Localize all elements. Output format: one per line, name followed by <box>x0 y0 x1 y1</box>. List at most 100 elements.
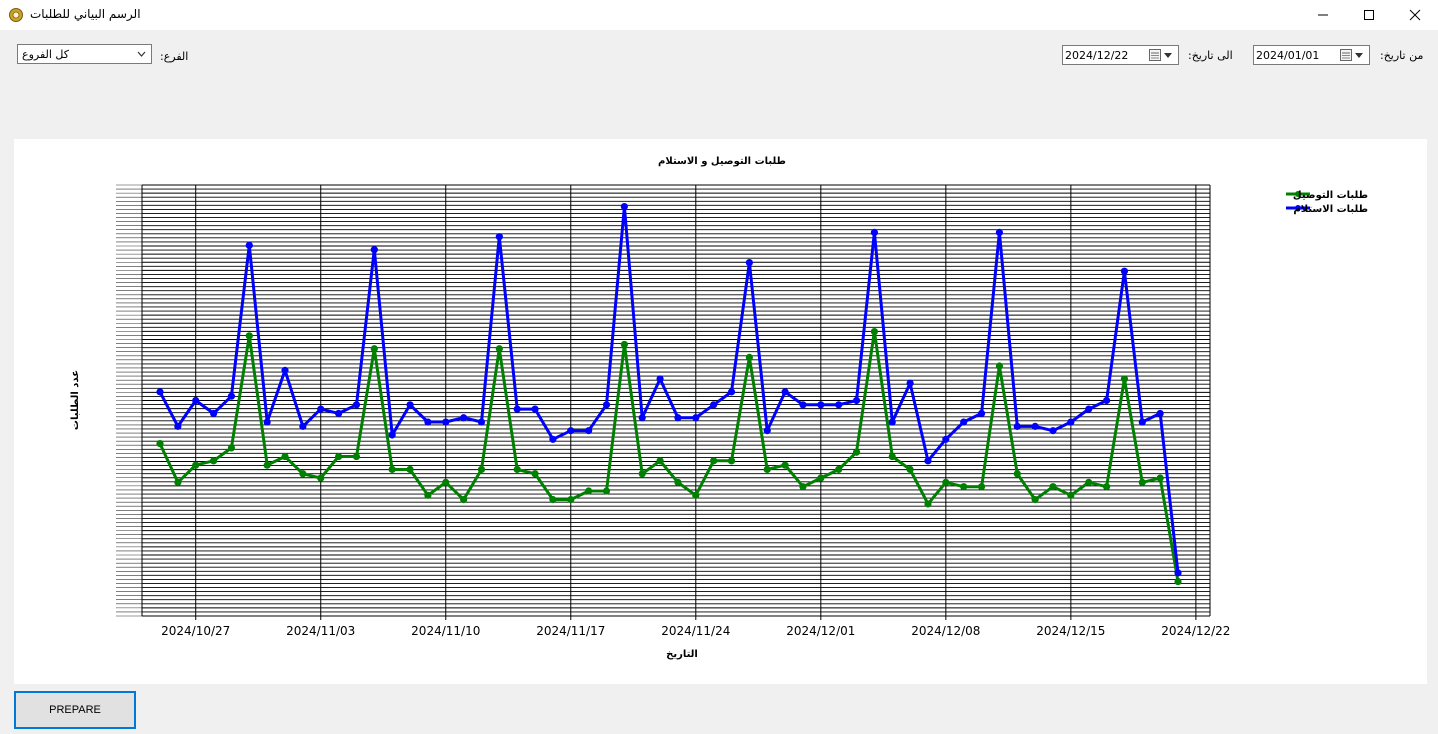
data-point <box>406 401 414 409</box>
data-point <box>870 228 879 237</box>
data-point <box>620 340 628 349</box>
data-point <box>227 392 236 400</box>
data-point <box>567 496 575 504</box>
data-point <box>370 345 378 353</box>
data-point <box>460 496 468 504</box>
data-point <box>424 491 432 499</box>
data-point <box>692 491 700 499</box>
data-point <box>799 483 807 491</box>
chart-title: طلبات التوصيل و الاستلام <box>658 156 786 167</box>
window-title: الرسم البياني للطلبات <box>30 7 141 21</box>
data-point <box>245 241 253 249</box>
data-point <box>960 418 968 426</box>
data-point <box>352 401 361 409</box>
chart-legend: طلبات التوصيل طلبات الاستلام <box>1286 190 1368 215</box>
to-date-value: 2024/12/22 <box>1065 49 1129 62</box>
data-point <box>656 457 664 465</box>
data-point <box>406 465 414 474</box>
data-point <box>174 478 182 486</box>
x-tick-label: 2024/11/17 <box>536 624 605 638</box>
data-point <box>388 465 396 474</box>
close-button[interactable] <box>1392 0 1438 30</box>
data-point <box>638 414 646 422</box>
data-point <box>852 396 861 405</box>
chart-grid <box>116 184 1211 620</box>
data-point <box>942 478 950 486</box>
data-point <box>1085 405 1093 413</box>
branch-value: كل الفروع <box>22 48 69 61</box>
data-point <box>513 405 521 413</box>
data-point <box>674 414 682 422</box>
data-point <box>1156 474 1164 482</box>
data-point <box>156 440 164 448</box>
data-point <box>835 401 843 409</box>
gear-app-icon <box>9 8 23 22</box>
x-tick-label: 2024/11/03 <box>286 624 355 638</box>
data-point <box>692 414 700 422</box>
data-point <box>513 465 521 474</box>
from-date-label: من تاريخ: <box>1380 49 1424 62</box>
data-point <box>352 452 361 461</box>
data-point <box>638 470 646 478</box>
chevron-down-icon <box>137 51 146 57</box>
calendar-dropdown-icon[interactable] <box>1340 49 1366 62</box>
calendar-dropdown-icon[interactable] <box>1149 49 1175 62</box>
data-point <box>817 474 825 482</box>
from-date-picker[interactable]: 2024/01/01 <box>1253 45 1370 65</box>
data-point <box>442 418 450 426</box>
data-point <box>1156 409 1164 418</box>
to-date-label: الى تاريخ: <box>1188 49 1233 62</box>
minimize-icon <box>1318 14 1328 16</box>
data-point <box>620 202 628 211</box>
data-point <box>835 465 843 474</box>
data-point <box>942 435 950 443</box>
data-point <box>442 478 450 486</box>
data-point <box>388 431 396 439</box>
data-point <box>710 457 718 465</box>
data-point <box>727 388 736 396</box>
minimize-button[interactable] <box>1300 0 1346 30</box>
data-point <box>1067 418 1075 426</box>
data-point <box>674 478 682 486</box>
data-point <box>1138 478 1146 486</box>
data-point <box>727 457 736 465</box>
chart-x-axis-label: التاريخ <box>666 649 698 660</box>
data-point <box>960 483 968 491</box>
data-point <box>281 366 289 374</box>
maximize-button[interactable] <box>1346 0 1392 30</box>
legend-label: طلبات الاستلام <box>1293 204 1368 215</box>
data-point <box>209 457 218 465</box>
legend-label: طلبات التوصيل <box>1293 190 1368 201</box>
data-point <box>156 388 164 396</box>
data-point <box>531 405 539 413</box>
close-icon <box>1409 9 1421 21</box>
data-point <box>745 258 753 267</box>
data-point <box>763 465 771 474</box>
data-point <box>192 396 200 405</box>
maximize-icon <box>1364 10 1374 20</box>
data-point <box>1049 483 1057 491</box>
data-point <box>1013 422 1021 430</box>
data-point <box>1049 427 1057 435</box>
data-point <box>245 332 253 340</box>
x-tick-label: 2024/12/15 <box>1036 624 1105 638</box>
data-point <box>477 465 486 474</box>
orders-chart: طلبات التوصيل و الاستلام التاريخ عدد الط… <box>70 156 1368 660</box>
data-point <box>174 422 182 430</box>
data-point <box>317 474 325 482</box>
data-point <box>1102 483 1111 491</box>
data-point <box>1102 396 1111 405</box>
branch-select[interactable]: كل الفروع <box>17 44 152 64</box>
data-point <box>531 470 539 478</box>
data-point <box>370 246 378 254</box>
prepare-button[interactable]: PREPARE <box>14 691 136 729</box>
to-date-picker[interactable]: 2024/12/22 <box>1062 45 1179 65</box>
data-point <box>763 427 771 435</box>
data-point <box>585 427 593 435</box>
data-point <box>977 483 986 491</box>
branch-label: الفرع: <box>160 50 189 63</box>
data-point <box>585 487 593 495</box>
data-point <box>263 418 271 426</box>
data-point <box>549 435 557 443</box>
data-point <box>924 500 932 508</box>
